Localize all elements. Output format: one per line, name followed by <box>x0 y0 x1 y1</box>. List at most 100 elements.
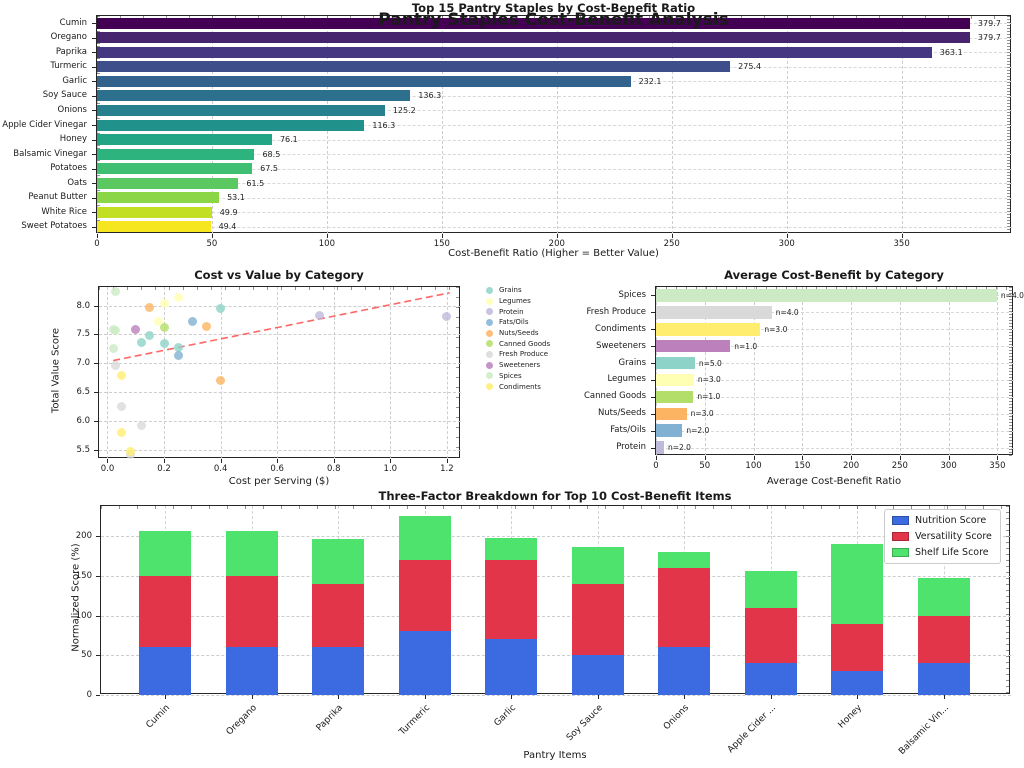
x-tick-mark <box>857 695 858 699</box>
x-tick-mark <box>97 234 98 238</box>
bar-segment-versatility-score-soy-sauce <box>571 583 624 656</box>
bar-value-label: 49.9 <box>219 207 238 217</box>
bar-onions <box>97 104 385 116</box>
category-label-grains: Grains <box>618 357 646 368</box>
legend-item-legumes: Legumes <box>486 296 550 307</box>
x-tick-mark <box>446 459 448 463</box>
gridline-vertical <box>948 287 950 456</box>
category-label-apple-cider-vinegar: Apple Cider Vinegar <box>2 119 87 130</box>
y-tick-mark <box>94 392 98 394</box>
y-tick-mark <box>94 334 98 336</box>
x-tick-label: 1.2 <box>440 464 454 474</box>
gridline-horizontal <box>656 430 1014 432</box>
y-tick-mark <box>651 363 655 365</box>
scatter-point-canned-goods <box>159 323 169 333</box>
category-label-spices: Spices <box>618 289 646 300</box>
scatter-chart-title: Cost vs Value by Category <box>194 268 364 282</box>
bar-peanut-butter <box>97 192 220 204</box>
bar-segment-nutrition-score-oregano <box>225 647 278 695</box>
category-label-sweet-potatoes: Sweet Potatoes <box>21 221 87 232</box>
y-tick-label: 150 <box>75 570 92 581</box>
bar-value-label: 49.4 <box>218 222 237 232</box>
y-tick-label: 7.5 <box>76 329 90 340</box>
legend-label: Condiments <box>499 382 541 391</box>
gridline-horizontal <box>656 396 1014 398</box>
gridline-vertical <box>753 287 755 456</box>
bar-garlic <box>97 75 631 87</box>
category-label-fats-oils: Fats/Oils <box>610 425 646 436</box>
x-tick-label: 300 <box>940 461 957 471</box>
bar-oats <box>97 177 239 189</box>
category-label-sweeteners: Sweeteners <box>596 340 646 351</box>
y-tick-label: 200 <box>75 531 92 542</box>
bar-value-label: 363.1 <box>939 47 963 57</box>
bar-balsamic-vinegar <box>97 148 255 160</box>
bar-segment-nutrition-score-soy-sauce <box>571 655 624 695</box>
category-label-nuts-seeds: Nuts/Seeds <box>597 408 646 419</box>
scatter-chart-plot-area: 0.0 0.2 0.4 0.6 0.8 1.0 1.2 5.5 6.0 6.5 7.0 7.5 8.0 <box>76 286 461 474</box>
gridline-horizontal <box>99 392 461 394</box>
gridline-vertical <box>656 287 657 456</box>
bar-value-label: n=1.0 <box>697 392 721 402</box>
bar-value-label: 232.1 <box>638 76 662 86</box>
bar-segment-versatility-score-oregano <box>225 575 278 648</box>
scatter-point-protein <box>442 312 452 322</box>
bar-fresh-produce <box>656 306 772 319</box>
x-tick-mark <box>511 695 512 699</box>
x-tick-label: 50 <box>699 461 711 471</box>
y-tick-mark <box>92 139 96 141</box>
legend-marker-protein <box>486 308 493 316</box>
axis-minor-ticks-top <box>99 287 461 290</box>
bar-fats-oils <box>656 424 683 437</box>
y-tick-mark <box>651 430 655 432</box>
x-tick-mark <box>684 695 685 699</box>
bar-turmeric <box>97 61 731 73</box>
gridline-horizontal <box>97 139 1012 141</box>
bar-value-label: 53.1 <box>227 193 245 203</box>
gridline-vertical <box>277 287 279 459</box>
bar-segment-versatility-score-cumin <box>139 575 191 648</box>
bar-segment-shelf-life-score-honey <box>831 544 883 624</box>
y-tick-mark <box>92 37 96 39</box>
y-tick-mark <box>94 363 98 365</box>
category-label-paprika: Paprika <box>55 46 87 57</box>
legend-item-sweeteners: Sweeteners <box>486 360 550 371</box>
x-tick-mark <box>943 695 945 699</box>
bar-value-label: 379.7 <box>977 18 1001 28</box>
x-tick-mark <box>556 234 558 238</box>
scatter-point-spices <box>111 325 121 335</box>
axis-minor-ticks-right <box>1006 506 1009 695</box>
bar-value-label: 76.1 <box>279 135 298 145</box>
category-label-oregano: Oregano <box>50 32 87 43</box>
category-label-canned-goods: Canned Goods <box>583 391 646 402</box>
bar-legumes <box>656 373 694 387</box>
bar-condiments <box>656 323 761 336</box>
gridline-vertical <box>851 287 853 456</box>
bar-segment-versatility-score-turmeric <box>398 560 451 632</box>
bar-potatoes <box>97 163 253 175</box>
legend-label: Canned Goods <box>499 339 551 348</box>
bar-value-label: n=2.0 <box>667 443 691 453</box>
x-tick-mark <box>107 459 109 463</box>
scatter-point-sweeteners <box>131 324 141 334</box>
x-tick-mark <box>656 456 657 460</box>
bar-segment-versatility-score-paprika <box>312 583 364 648</box>
bar-segment-shelf-life-score-paprika <box>312 539 364 584</box>
axis-minor-ticks-right <box>1009 287 1012 456</box>
y-tick-label: 0 <box>86 690 92 700</box>
x-tick-mark <box>997 456 999 460</box>
gridline-vertical <box>704 287 706 456</box>
bar-value-label: n=4.0 <box>775 307 799 317</box>
bar-value-label: n=3.0 <box>697 375 721 385</box>
gridline-horizontal <box>99 305 461 307</box>
x-tick-mark <box>424 695 426 699</box>
y-tick-mark <box>96 536 100 538</box>
stacked-chart-plot-area: 0 50 100 150 200 Cumin Oregano Paprika Turmeric G… <box>76 505 1011 757</box>
gridline-vertical <box>997 287 999 456</box>
y-tick-mark <box>651 447 655 449</box>
x-tick-label: 50 <box>206 239 218 249</box>
x-tick-label: 100 <box>318 239 335 249</box>
x-tick-label: 0.8 <box>326 464 341 474</box>
bar-segment-shelf-life-score-balsamic-vin <box>917 578 970 616</box>
x-tick-mark <box>786 234 788 238</box>
